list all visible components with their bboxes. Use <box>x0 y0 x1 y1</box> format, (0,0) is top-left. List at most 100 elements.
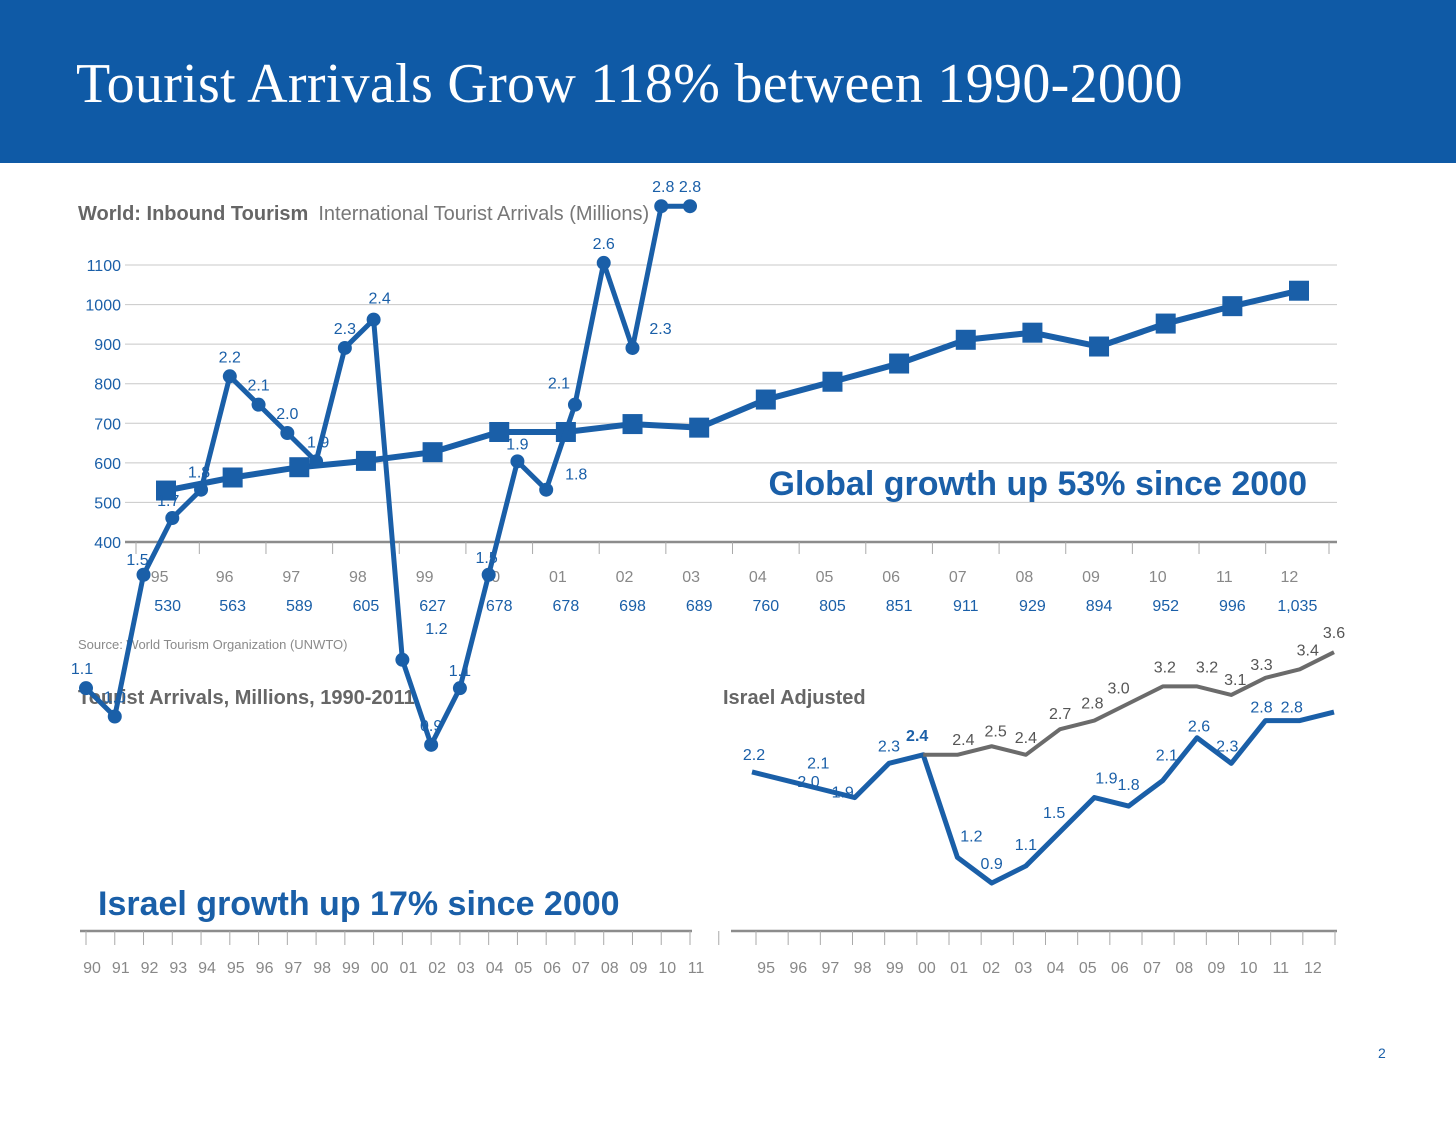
adjusted-chart-title-row: Israel Adjusted <box>723 687 866 710</box>
x-tick-label: 95 <box>757 960 775 977</box>
x-tick-label: 01 <box>399 960 417 977</box>
data-point-marker <box>165 511 180 526</box>
x-tick-label: 08 <box>601 960 619 977</box>
x-tick-label: 96 <box>256 960 274 977</box>
x-tick-label: 95 <box>151 569 169 586</box>
page-title: Tourist Arrivals Grow 118% between 1990-… <box>76 53 1183 115</box>
data-point-marker <box>222 369 237 384</box>
x-tick-label: 91 <box>112 960 130 977</box>
data-point-marker <box>366 312 381 327</box>
value-label: 1.8 <box>1117 777 1139 794</box>
x-tick-label: 09 <box>1082 569 1100 586</box>
israel-chart-title-row: Tourist Arrivals, Millions, 1990-2011 <box>78 687 415 710</box>
value-label: 2.0 <box>797 774 819 791</box>
value-label: 1.9 <box>832 785 854 802</box>
data-point-marker <box>395 652 410 667</box>
x-tick-label: 99 <box>342 960 360 977</box>
world-chart-title: World: Inbound Tourism <box>78 203 309 225</box>
data-point-marker <box>1222 296 1243 317</box>
value-label: 2.3 <box>649 321 671 338</box>
y-tick-label: 500 <box>94 495 121 512</box>
x-tick-label: 00 <box>918 960 936 977</box>
data-point-marker <box>422 442 443 463</box>
data-point-marker <box>822 371 843 392</box>
value-label: 530 <box>154 598 181 615</box>
value-label: 3.6 <box>1323 625 1345 642</box>
x-tick-label: 96 <box>216 569 234 586</box>
x-tick-label: 92 <box>141 960 159 977</box>
data-point-marker <box>355 450 376 471</box>
data-point-marker <box>654 199 669 214</box>
value-label: 1.9 <box>307 434 329 451</box>
x-tick-label: 02 <box>616 569 634 586</box>
x-tick-label: 08 <box>1175 960 1193 977</box>
value-label: 2.8 <box>679 179 701 196</box>
data-point-marker <box>1022 322 1043 343</box>
value-label: 1.2 <box>425 621 447 638</box>
data-point-marker <box>596 255 611 270</box>
y-tick-label: 800 <box>94 377 121 394</box>
value-label: 1.1 <box>449 663 471 680</box>
x-tick-label: 05 <box>515 960 533 977</box>
value-label: 605 <box>353 598 380 615</box>
value-label: 2.8 <box>1081 696 1103 713</box>
y-tick-label: 900 <box>94 337 121 354</box>
value-label: 3.1 <box>1224 672 1246 689</box>
data-point-marker <box>510 454 525 469</box>
world-tourism-chart: 1100 1000 900 800 700 600 500 400 95 530 96 563 97 58… <box>85 258 1337 615</box>
data-point-marker <box>1089 336 1110 357</box>
value-label: 627 <box>419 598 446 615</box>
value-label: 2.3 <box>1216 738 1238 755</box>
value-label: 2.1 <box>1156 747 1178 764</box>
data-point-marker <box>194 482 209 497</box>
value-label: 1,035 <box>1277 598 1317 615</box>
value-label: 2.4 <box>952 732 974 749</box>
value-label: 2.0 <box>276 406 298 423</box>
data-point-marker <box>889 353 910 374</box>
x-tick-label: 98 <box>349 569 367 586</box>
x-tick-label: 93 <box>169 960 187 977</box>
value-label: 805 <box>819 598 846 615</box>
data-point-marker <box>107 709 122 724</box>
value-label: 3.2 <box>1196 659 1218 676</box>
world-chart-title-row: World: Inbound Tourism International Tour… <box>78 203 649 226</box>
value-label: 2.1 <box>807 755 829 772</box>
value-label: 760 <box>752 598 779 615</box>
value-label: 563 <box>219 598 246 615</box>
x-tick-label: 97 <box>284 960 302 977</box>
x-tick-label: 08 <box>1016 569 1034 586</box>
value-label: 3.3 <box>1250 657 1272 674</box>
data-point-marker <box>755 389 776 410</box>
data-point-marker <box>955 329 976 350</box>
value-label: 678 <box>553 598 580 615</box>
value-label: 1.9 <box>506 436 528 453</box>
x-tick-label: 09 <box>630 960 648 977</box>
series-line-israel-adjusted <box>923 650 1335 757</box>
x-tick-label: 95 <box>227 960 245 977</box>
data-point-marker <box>337 340 352 355</box>
value-label: 1.5 <box>1043 805 1065 822</box>
x-tick-label: 04 <box>486 960 504 977</box>
value-label: 911 <box>953 598 979 615</box>
x-tick-label: 05 <box>1079 960 1097 977</box>
value-label: 2.8 <box>1250 700 1272 717</box>
value-label: 3.0 <box>1107 681 1129 698</box>
y-tick-label: 400 <box>94 535 121 552</box>
x-tick-label: 96 <box>789 960 807 977</box>
value-label: 698 <box>619 598 646 615</box>
x-tick-label: 02 <box>428 960 446 977</box>
value-label: 851 <box>886 598 913 615</box>
x-tick-label: 10 <box>1240 960 1258 977</box>
x-tick-label: 12 <box>1280 569 1298 586</box>
data-point-marker <box>1155 313 1176 334</box>
x-tick-label: 10 <box>658 960 676 977</box>
x-tick-label: 02 <box>982 960 1000 977</box>
x-tick-label: 11 <box>1216 569 1233 586</box>
page-number: 2 <box>1378 1045 1386 1061</box>
value-label: 589 <box>286 598 313 615</box>
value-label: 2.3 <box>878 738 900 755</box>
x-tick-label: 05 <box>816 569 834 586</box>
x-tick-label: 06 <box>543 960 561 977</box>
value-label: 1.8 <box>188 465 210 482</box>
annotation-global-growth: Global growth up 53% since 2000 <box>769 465 1308 503</box>
